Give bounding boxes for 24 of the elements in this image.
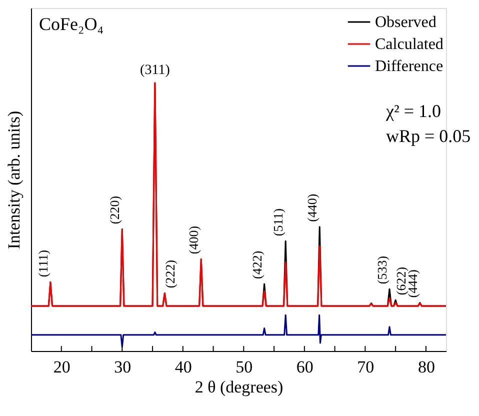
annotation: (111) — [35, 250, 50, 278]
annotation: (220) — [107, 196, 122, 224]
text: CoFe₂O₄ — [39, 14, 104, 34]
x-tick-label: 40 — [174, 358, 192, 376]
x-tick-label: 80 — [418, 358, 435, 376]
annotation: (222) — [162, 260, 178, 288]
x-tick-label: 30 — [114, 358, 132, 376]
y-axis-title: Intensity (arb. units) — [4, 110, 24, 250]
annotation: (422) — [249, 250, 264, 280]
legend-label: Calculated — [375, 36, 444, 53]
annotation: (511) — [270, 208, 286, 236]
annotation: wRp = 0.05 — [386, 126, 471, 146]
x-tick-label: 60 — [296, 358, 314, 376]
x-axis-title: 2 θ (degrees) — [194, 378, 284, 396]
legend-label: Observed — [375, 14, 436, 31]
annotation: (311) — [140, 63, 170, 78]
legend-label: Difference — [375, 58, 444, 75]
annotation: (400) — [186, 226, 202, 254]
x-tick-label: 20 — [53, 358, 70, 376]
annotation: (533) — [374, 256, 390, 284]
x-tick-label: 50 — [236, 358, 253, 376]
x-tick-label: 70 — [357, 358, 374, 376]
annotation: (440) — [304, 194, 320, 222]
annotation: χ² = 1.0 — [385, 101, 442, 121]
